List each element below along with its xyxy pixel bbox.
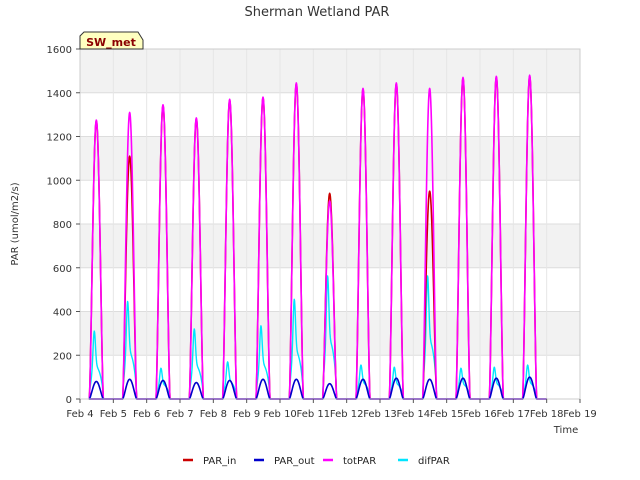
y-axis-label: PAR (umol/m2/s) <box>10 182 21 265</box>
plot-band <box>80 355 580 399</box>
y-tick-label: 1400 <box>47 89 72 100</box>
y-tick-label: 0 <box>66 395 72 406</box>
y-tick-label: 1000 <box>47 176 72 187</box>
plot-band <box>80 92 580 137</box>
plot-band <box>80 49 580 93</box>
x-tick-label: Feb 9 <box>233 409 260 420</box>
y-tick-label: 600 <box>53 264 72 275</box>
legend: PAR_in PAR_out totPAR difPAR <box>183 456 450 467</box>
y-tick-label: 800 <box>53 220 72 231</box>
x-tick-label: Feb 13 <box>363 409 397 420</box>
x-tick-label: Feb 12 <box>330 409 364 420</box>
y-tick-label: 400 <box>53 308 72 319</box>
x-tick-label: Feb 11 <box>297 409 331 420</box>
plot-band <box>80 136 580 181</box>
x-tick-label: Feb 7 <box>166 409 193 420</box>
legend-label: totPAR <box>343 456 376 467</box>
plot-band <box>80 267 580 312</box>
chart-title: Sherman Wetland PAR <box>245 5 390 20</box>
site-badge: SW_met <box>79 31 144 50</box>
legend-label: PAR_out <box>274 456 315 467</box>
x-tick-label: Feb 15 <box>430 409 464 420</box>
x-tick-label: Feb 6 <box>133 409 160 420</box>
legend-label: difPAR <box>418 456 450 467</box>
x-tick-label: Feb 18 <box>530 409 564 420</box>
plot-band <box>80 224 580 268</box>
y-tick-label: 200 <box>53 351 72 362</box>
x-tick-label: Feb 10 <box>263 409 297 420</box>
x-tick-label: Feb 14 <box>397 409 431 420</box>
y-axis: 0 200 400 600 800 1000 1200 1400 1600 <box>47 45 80 406</box>
x-tick-label: Feb 8 <box>200 409 227 420</box>
legend-label: PAR_in <box>203 456 236 467</box>
x-tick-label: Feb 19 <box>563 409 597 420</box>
x-tick-label: Feb 4 <box>66 409 93 420</box>
y-tick-label: 1200 <box>47 133 72 144</box>
x-tick-label: Feb 17 <box>497 409 531 420</box>
x-axis-label: Time <box>553 425 578 436</box>
x-axis: Feb 4 Feb 5 Feb 6 Feb 7 Feb 8 Feb 9 Feb 10 Feb … <box>66 399 597 420</box>
y-tick-label: 1600 <box>47 45 72 56</box>
x-tick-label: Feb 16 <box>463 409 497 420</box>
x-tick-label: Feb 5 <box>100 409 127 420</box>
site-badge-label: SW_met <box>86 36 136 49</box>
